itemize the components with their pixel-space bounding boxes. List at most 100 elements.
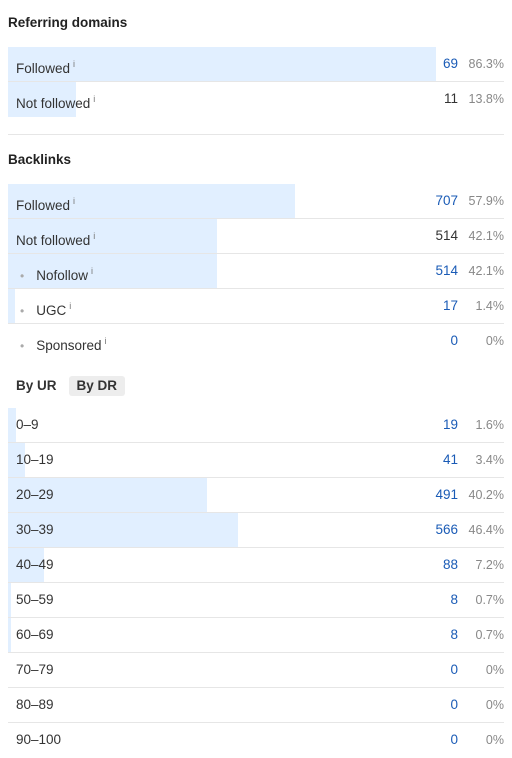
share-bar xyxy=(8,408,16,442)
count-link[interactable]: 0 xyxy=(450,697,458,712)
backlink-row[interactable]: Followed i 707 57.9% xyxy=(8,184,504,219)
info-icon[interactable]: i xyxy=(73,59,76,69)
percent-value: 57.9% xyxy=(468,194,504,208)
row-label: • Sponsored i xyxy=(20,324,107,358)
rating-range-row[interactable]: 60–69 8 0.7% xyxy=(8,618,504,653)
row-label-text: 10–19 xyxy=(16,452,54,467)
backlink-row[interactable]: Not followed i 514 42.1% xyxy=(8,219,504,254)
row-label: 10–19 xyxy=(16,443,54,477)
count-link[interactable]: 19 xyxy=(442,417,458,432)
referring-domain-row[interactable]: Not followed i 11 13.8% xyxy=(8,82,504,117)
row-label-text: UGC xyxy=(36,303,67,318)
count-link[interactable]: 69 xyxy=(442,56,458,71)
row-label-text: 0–9 xyxy=(16,417,39,432)
percent-value: 3.4% xyxy=(475,453,505,467)
row-label-text: 90–100 xyxy=(16,732,62,747)
rating-range-row[interactable]: 40–49 88 7.2% xyxy=(8,548,504,583)
row-label: 80–89 xyxy=(16,688,54,722)
count-link[interactable]: 8 xyxy=(450,627,458,642)
referring-domains-title: Referring domains xyxy=(8,15,128,30)
rating-range-row[interactable]: 70–79 0 0% xyxy=(8,653,504,688)
rating-range-row[interactable]: 20–29 491 40.2% xyxy=(8,478,504,513)
rating-range-row[interactable]: 50–59 8 0.7% xyxy=(8,583,504,618)
backlink-row[interactable]: • Sponsored i 0 0% xyxy=(8,324,504,359)
percent-value: 13.8% xyxy=(468,92,504,106)
row-label-text: Not followed xyxy=(16,233,91,248)
referring-domains-table: Followed i 69 86.3% Not followed i 11 13.8% xyxy=(8,47,504,117)
rating-range-row[interactable]: 90–100 0 0% xyxy=(8,723,504,758)
count-link[interactable]: 88 xyxy=(442,557,458,572)
percent-value: 40.2% xyxy=(468,488,504,502)
info-icon[interactable]: i xyxy=(69,301,72,311)
row-label-text: Followed xyxy=(16,198,71,213)
percent-value: 0% xyxy=(485,733,504,747)
share-bar xyxy=(8,478,207,512)
count-link[interactable]: 514 xyxy=(435,263,458,278)
bullet-icon: • xyxy=(20,304,25,318)
info-icon[interactable]: i xyxy=(104,336,107,346)
row-label: • UGC i xyxy=(20,289,71,323)
rating-range-row[interactable]: 30–39 566 46.4% xyxy=(8,513,504,548)
count-link[interactable]: 566 xyxy=(435,522,458,537)
row-label: 30–39 xyxy=(16,513,54,547)
info-icon[interactable]: i xyxy=(93,94,96,104)
tab-by-ur[interactable]: By UR xyxy=(16,378,57,393)
share-bar xyxy=(8,513,238,547)
row-label-text: 80–89 xyxy=(16,697,54,712)
share-bar xyxy=(8,583,11,617)
row-label: • Nofollow i xyxy=(20,254,93,288)
referring-domain-row[interactable]: Followed i 69 86.3% xyxy=(8,47,504,82)
share-bar xyxy=(8,289,15,323)
row-label-text: Followed xyxy=(16,61,71,76)
row-label: 40–49 xyxy=(16,548,54,582)
bullet-icon: • xyxy=(20,339,25,353)
share-bar xyxy=(8,184,295,218)
share-bar xyxy=(8,254,217,288)
backlinks-table: Followed i 707 57.9% Not followed i 514 42.1% • N… xyxy=(8,184,504,359)
row-label: 20–29 xyxy=(16,478,54,512)
row-label-text: Nofollow xyxy=(36,268,88,283)
percent-value: 42.1% xyxy=(468,229,504,243)
rating-range-row[interactable]: 0–9 19 1.6% xyxy=(8,408,504,443)
row-label: 50–59 xyxy=(16,583,54,617)
percent-value: 7.2% xyxy=(475,558,505,572)
count-link[interactable]: 491 xyxy=(435,487,458,502)
tab-by-dr[interactable]: By DR xyxy=(68,376,126,396)
info-icon[interactable]: i xyxy=(93,231,96,241)
count-link[interactable]: 0 xyxy=(450,333,458,348)
row-label-text: 40–49 xyxy=(16,557,54,572)
row-label: Followed i xyxy=(16,47,75,81)
row-label-text: 20–29 xyxy=(16,487,54,502)
count-link[interactable]: 0 xyxy=(450,662,458,677)
percent-value: 1.4% xyxy=(475,299,505,313)
percent-value: 86.3% xyxy=(468,57,504,71)
rating-tabs: By UR By DR xyxy=(8,376,126,398)
info-icon[interactable]: i xyxy=(90,266,93,276)
row-label: 0–9 xyxy=(16,408,39,442)
share-bar xyxy=(8,548,44,582)
rating-range-row[interactable]: 80–89 0 0% xyxy=(8,688,504,723)
backlinks-title: Backlinks xyxy=(8,152,72,167)
percent-value: 46.4% xyxy=(468,523,504,537)
rating-range-row[interactable]: 10–19 41 3.4% xyxy=(8,443,504,478)
count-value: 514 xyxy=(435,228,458,243)
percent-value: 0.7% xyxy=(475,593,505,607)
count-link[interactable]: 707 xyxy=(435,193,458,208)
count-link[interactable]: 17 xyxy=(442,298,458,313)
backlink-row[interactable]: • Nofollow i 514 42.1% xyxy=(8,254,504,289)
row-label: 90–100 xyxy=(16,723,61,757)
percent-value: 0% xyxy=(485,698,504,712)
row-label: 60–69 xyxy=(16,618,54,652)
share-bar xyxy=(8,618,11,652)
backlink-row[interactable]: • UGC i 17 1.4% xyxy=(8,289,504,324)
count-link[interactable]: 41 xyxy=(442,452,458,467)
share-bar xyxy=(8,47,436,81)
row-label: Followed i xyxy=(16,184,75,218)
count-link[interactable]: 0 xyxy=(450,732,458,747)
count-link[interactable]: 8 xyxy=(450,592,458,607)
share-bar xyxy=(8,219,217,253)
row-label-text: 50–59 xyxy=(16,592,54,607)
percent-value: 0% xyxy=(485,663,504,677)
info-icon[interactable]: i xyxy=(73,196,76,206)
percent-value: 42.1% xyxy=(468,264,504,278)
